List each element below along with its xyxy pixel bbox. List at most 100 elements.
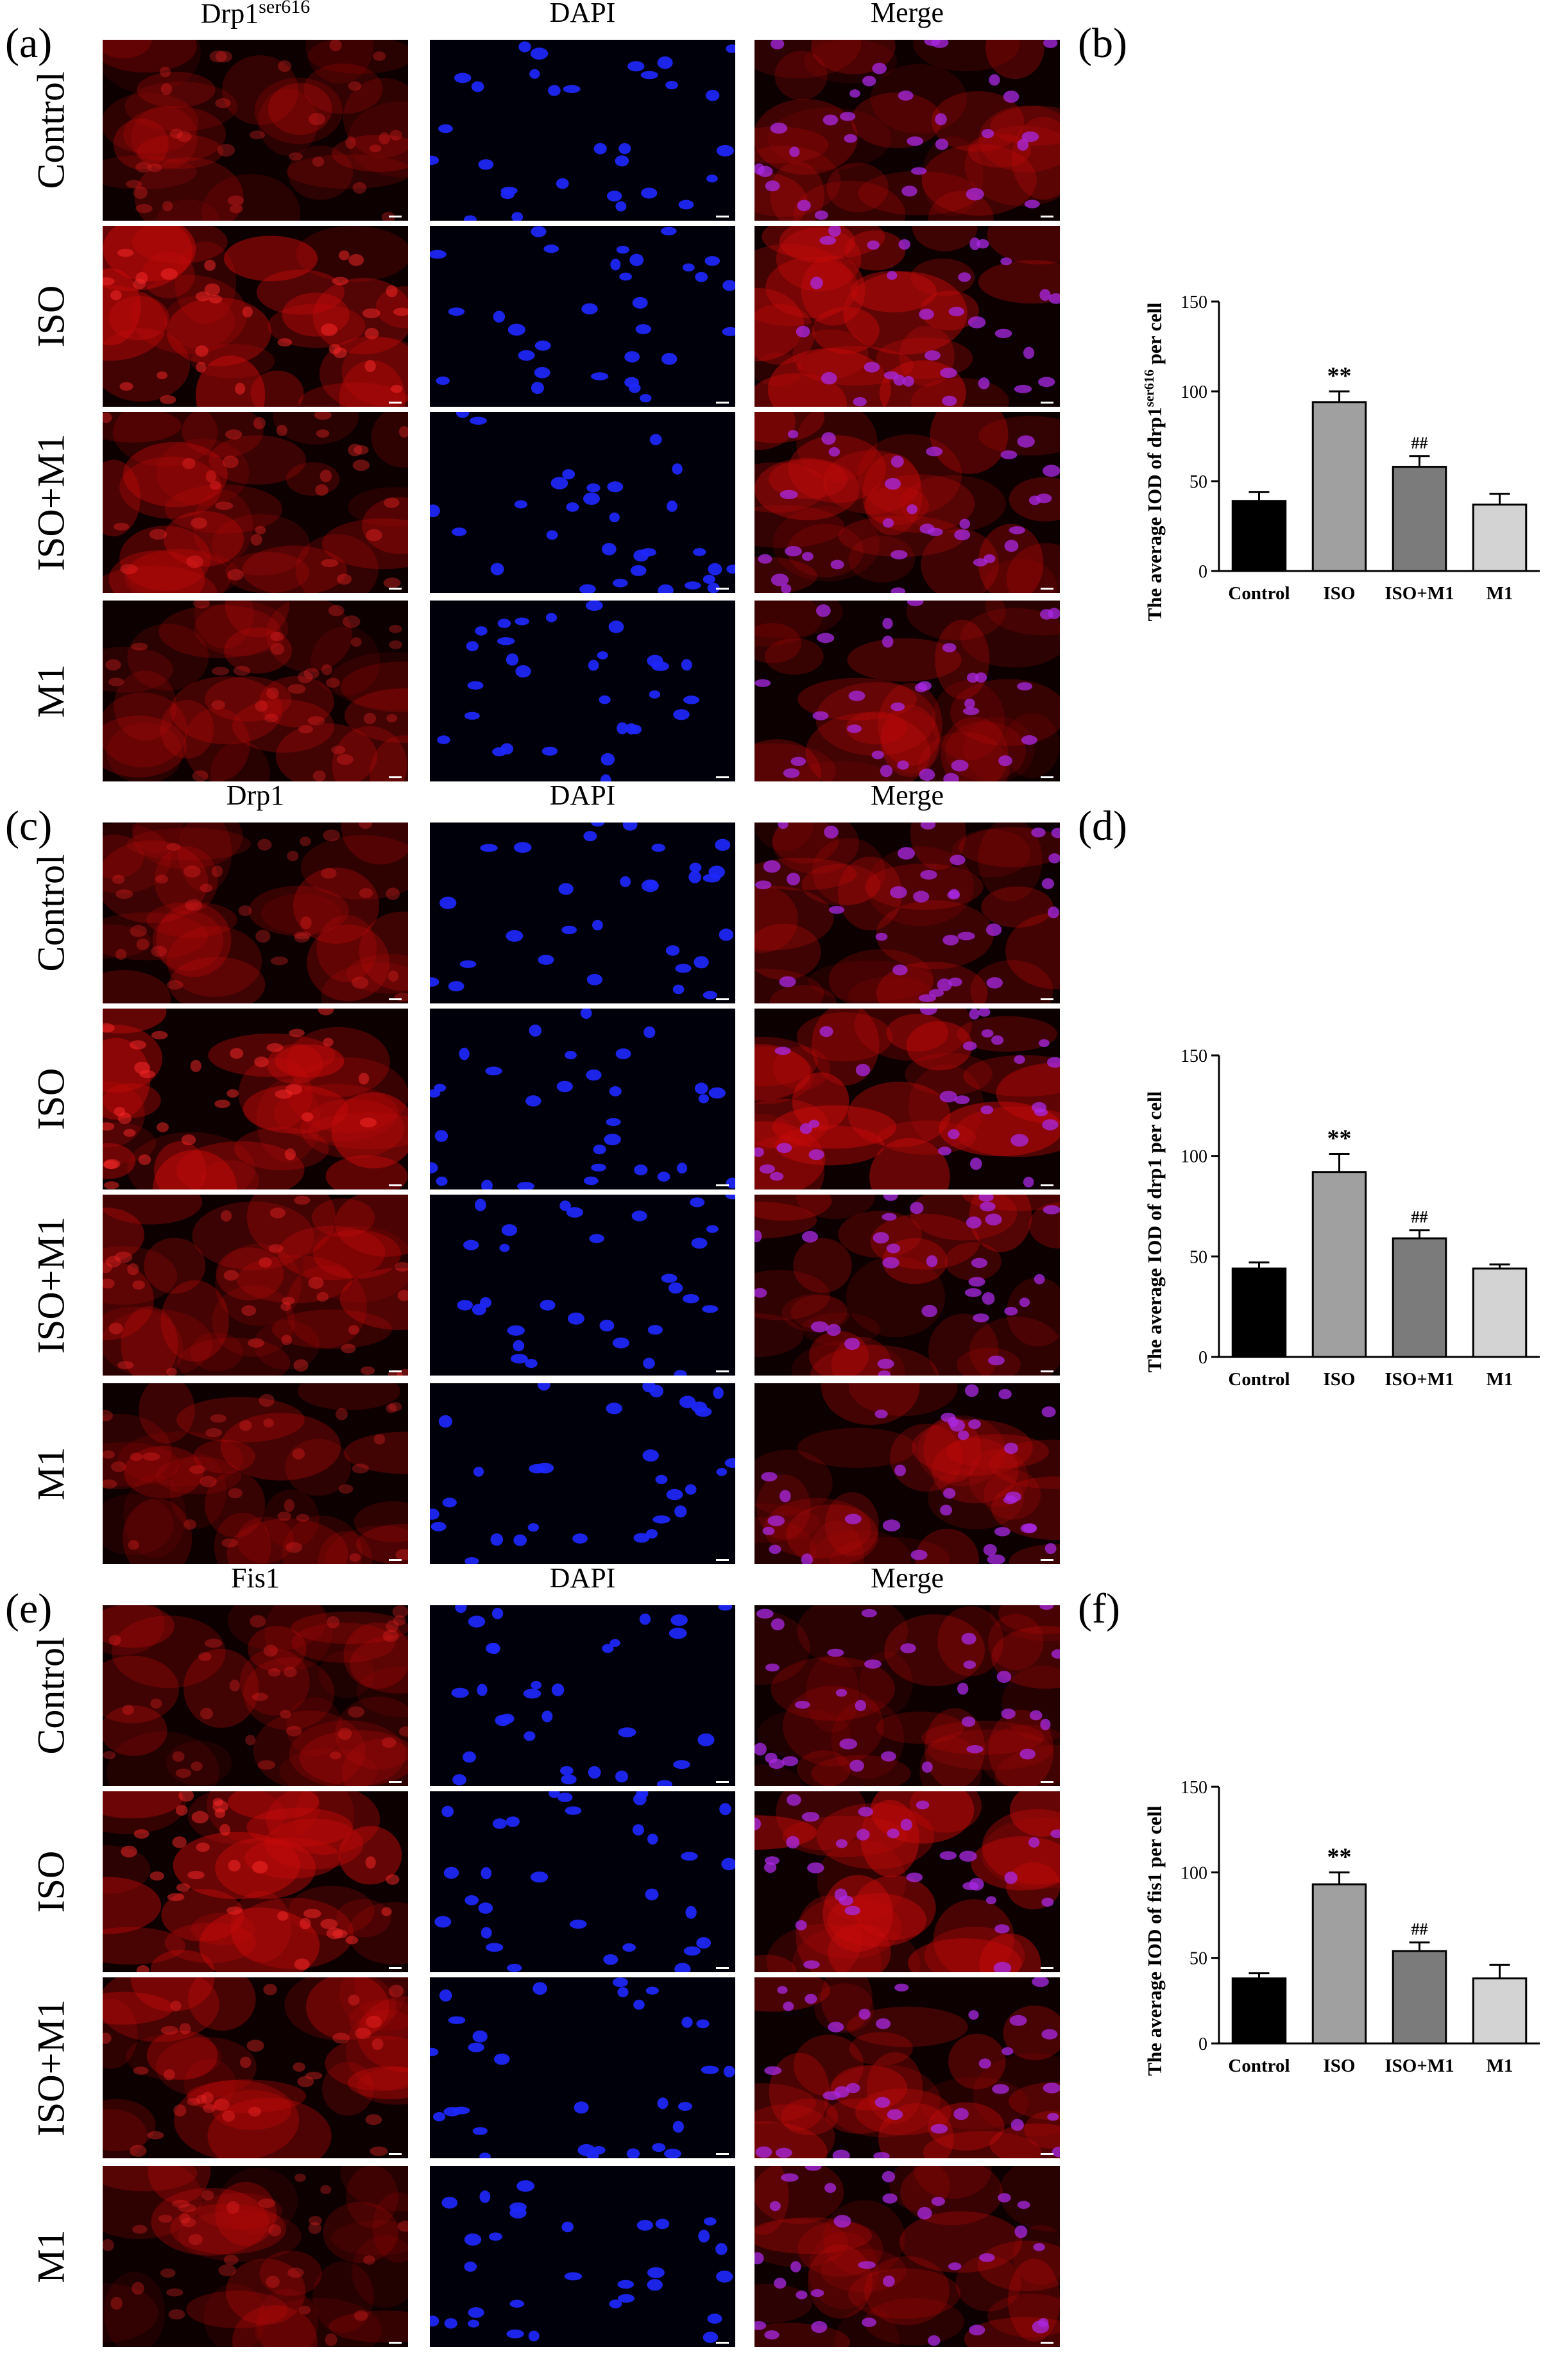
column-header: DAPI (425, 779, 740, 812)
figure-section: (c) (d) Drp1 DAPI Merge Control ISO ISO+M1 M1 (0, 780, 1568, 1565)
x-tick-label: ISO+M1 (1385, 2056, 1454, 2076)
bar (1231, 500, 1287, 572)
micrograph-merge (754, 40, 1060, 221)
panel-letter-images: (a) (5, 20, 53, 67)
bar-chart-svg: 0 50 100 150 Control ** ISO ## ISO+M1 M1 The avera… (1143, 1778, 1540, 2076)
x-tick-label: M1 (1487, 583, 1513, 604)
y-axis-label-text: The average IOD of drp1 (1143, 407, 1166, 621)
bar (1231, 1267, 1287, 1358)
micrograph-merge (754, 1383, 1060, 1564)
micrograph-merge (754, 1977, 1060, 2158)
y-axis-label: The average IOD of drp1ser616 per cell (1141, 302, 1166, 621)
y-tick-label: 100 (1180, 382, 1207, 402)
x-tick-label: ISO+M1 (1385, 583, 1454, 604)
bar (1472, 1977, 1528, 2045)
row-label: ISO (30, 285, 72, 348)
row-label: ISO+M1 (30, 434, 72, 571)
micrograph-red (103, 1195, 408, 1376)
row-label: ISO (30, 1068, 72, 1130)
micrograph-blue (430, 226, 735, 407)
micrograph-blue (430, 2166, 735, 2347)
y-axis-label-text: The average IOD of fis1 per cell (1143, 1805, 1166, 2076)
panel-letter-chart: (d) (1078, 803, 1127, 849)
row-label: M1 (30, 2229, 72, 2283)
micrograph-blue (430, 1383, 735, 1564)
significance-mark: ** (1327, 362, 1352, 389)
micrograph-merge (754, 226, 1060, 407)
micrograph-blue (430, 1195, 735, 1376)
y-tick-label: 150 (1180, 1778, 1207, 1798)
bar-chart-svg: 0 50 100 150 Control ** ISO ## ISO+M1 M1 The avera… (1143, 1046, 1540, 1390)
row-label: Control (30, 854, 72, 972)
bar-chart: 0 50 100 150 Control ** ISO ## ISO+M1 M1 The avera… (1136, 269, 1553, 632)
column-header: Drp1 (98, 779, 413, 812)
micrograph-blue (430, 1009, 735, 1189)
column-header-label: DAPI (549, 0, 616, 28)
significance-mark: ## (1411, 434, 1428, 452)
y-tick-label: 0 (1198, 1348, 1207, 1368)
row-label: ISO+M1 (30, 1999, 72, 2136)
x-tick-label: Control (1228, 1369, 1290, 1390)
bar (1311, 1171, 1367, 1358)
y-tick-label: 100 (1180, 1147, 1207, 1167)
column-header: DAPI (425, 0, 740, 29)
column-header: DAPI (425, 1562, 740, 1594)
bar (1472, 503, 1528, 572)
y-tick-label: 0 (1198, 562, 1207, 582)
row-label: ISO (30, 1850, 72, 1913)
column-header-label: Drp1 (226, 780, 285, 811)
x-tick-label: ISO (1324, 583, 1356, 604)
micrograph-red (103, 412, 408, 593)
bar (1392, 1237, 1447, 1358)
row-label: Control (30, 71, 72, 189)
micrograph-merge (754, 412, 1060, 593)
y-axis-label: The average IOD of fis1 per cell (1143, 1805, 1166, 2076)
bar-chart: 0 50 100 150 Control ** ISO ## ISO+M1 M1 The avera… (1136, 1755, 1553, 2104)
significance-mark: ## (1411, 1208, 1428, 1227)
micrograph-blue (430, 412, 735, 593)
micrograph-blue (430, 823, 735, 1003)
x-tick-label: Control (1228, 2056, 1290, 2076)
micrograph-blue (430, 1977, 735, 2158)
row-label: ISO+M1 (30, 1216, 72, 1354)
micrograph-blue (430, 1791, 735, 1972)
column-header-label: DAPI (549, 1562, 616, 1594)
micrograph-blue (430, 601, 735, 781)
y-tick-label: 150 (1180, 293, 1207, 312)
y-axis-label-suffix: per cell (1143, 302, 1166, 370)
row-label: Control (30, 1637, 72, 1755)
y-tick-label: 50 (1189, 472, 1207, 492)
x-tick-label: Control (1228, 583, 1290, 604)
column-header: Merge (750, 1562, 1064, 1594)
column-header-superscript: ser616 (259, 0, 311, 17)
x-tick-label: ISO (1324, 1369, 1356, 1390)
significance-mark: ## (1411, 1920, 1428, 1939)
x-tick-label: M1 (1487, 1369, 1513, 1390)
y-axis-label-superscript: ser616 (1141, 370, 1157, 407)
bar (1472, 1267, 1528, 1358)
micrograph-merge (754, 1195, 1060, 1376)
micrograph-merge (754, 823, 1060, 1003)
micrograph-red (103, 601, 408, 781)
row-label: M1 (30, 664, 72, 718)
micrograph-blue (430, 1605, 735, 1786)
micrograph-red (103, 1383, 408, 1564)
significance-mark: ** (1327, 1843, 1352, 1870)
bar (1392, 466, 1447, 572)
column-header: Fis1 (98, 1562, 413, 1594)
micrograph-red (103, 226, 408, 407)
y-tick-label: 50 (1189, 1247, 1207, 1267)
bar (1392, 1950, 1447, 2045)
micrograph-red (103, 1009, 408, 1189)
y-tick-label: 0 (1198, 2034, 1207, 2054)
micrograph-red (103, 1605, 408, 1786)
column-header-label: DAPI (549, 780, 616, 811)
column-header-label: Merge (870, 1562, 944, 1594)
column-header: Merge (750, 779, 1064, 812)
micrograph-merge (754, 1009, 1060, 1189)
panel-letter-images: (e) (5, 1585, 53, 1632)
bar (1311, 401, 1367, 572)
micrograph-red (103, 823, 408, 1003)
x-tick-label: ISO+M1 (1385, 1369, 1454, 1390)
column-header: Drp1ser616 (98, 0, 413, 30)
